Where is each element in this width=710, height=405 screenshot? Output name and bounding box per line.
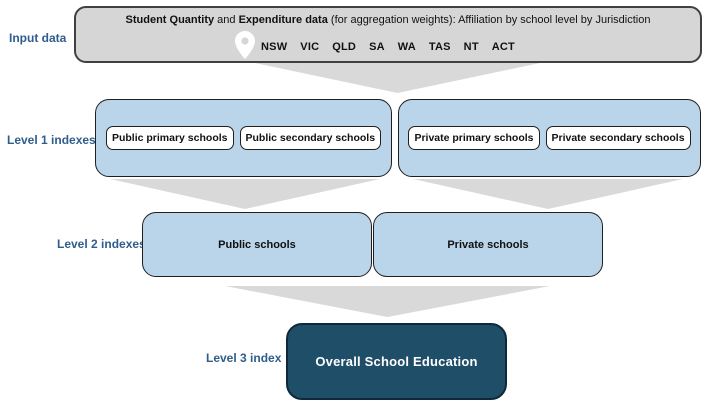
level2-private-schools-box: Private schools (373, 212, 603, 277)
level3-row-label: Level 3 index (206, 351, 282, 365)
down-arrow-level2-to-level3 (225, 286, 550, 317)
level1-row-label: Level 1 indexes (7, 133, 96, 147)
input-data-title: Student Quantity and Expenditure data (f… (76, 14, 700, 27)
level1-item-public-primary: Public primary schools (105, 126, 234, 150)
jurisdiction-item: TAS (428, 41, 451, 53)
jurisdiction-list: NSW VIC QLD SA WA TAS NT ACT (76, 41, 700, 53)
input-data-row-label: Input data (9, 31, 67, 45)
down-arrow-input-to-level1 (255, 63, 540, 93)
input-title-segment: Expenditure data (238, 14, 328, 26)
jurisdiction-item: ACT (491, 41, 515, 53)
input-title-segment: and (214, 14, 239, 26)
level1-item-public-secondary: Public secondary schools (239, 126, 382, 150)
level3-overall-box: Overall School Education (286, 323, 507, 400)
location-pin-icon (235, 31, 255, 59)
input-title-segment: Student Quantity (125, 14, 215, 26)
jurisdiction-item: SA (369, 41, 385, 53)
down-arrow-level1-public-to-level2 (110, 179, 380, 209)
jurisdiction-item: QLD (332, 41, 357, 53)
level1-item-private-primary: Private primary schools (408, 126, 540, 150)
input-title-segment: (for aggregation weights): Affiliation b… (327, 14, 651, 26)
level1-public-group-box: Public primary schools Public secondary … (95, 99, 392, 177)
level2-row-label: Level 2 indexes (57, 237, 146, 251)
level1-private-group-box: Private primary schools Private secondar… (398, 99, 701, 177)
down-arrow-level1-private-to-level2 (413, 179, 683, 209)
input-data-box: Student Quantity and Expenditure data (f… (74, 6, 702, 63)
jurisdiction-item: VIC (300, 41, 320, 53)
level2-public-schools-box: Public schools (142, 212, 372, 277)
jurisdiction-item: NSW (261, 41, 288, 53)
level1-item-private-secondary: Private secondary schools (545, 126, 691, 150)
jurisdiction-item: WA (397, 41, 416, 53)
jurisdiction-item: NT (463, 41, 479, 53)
